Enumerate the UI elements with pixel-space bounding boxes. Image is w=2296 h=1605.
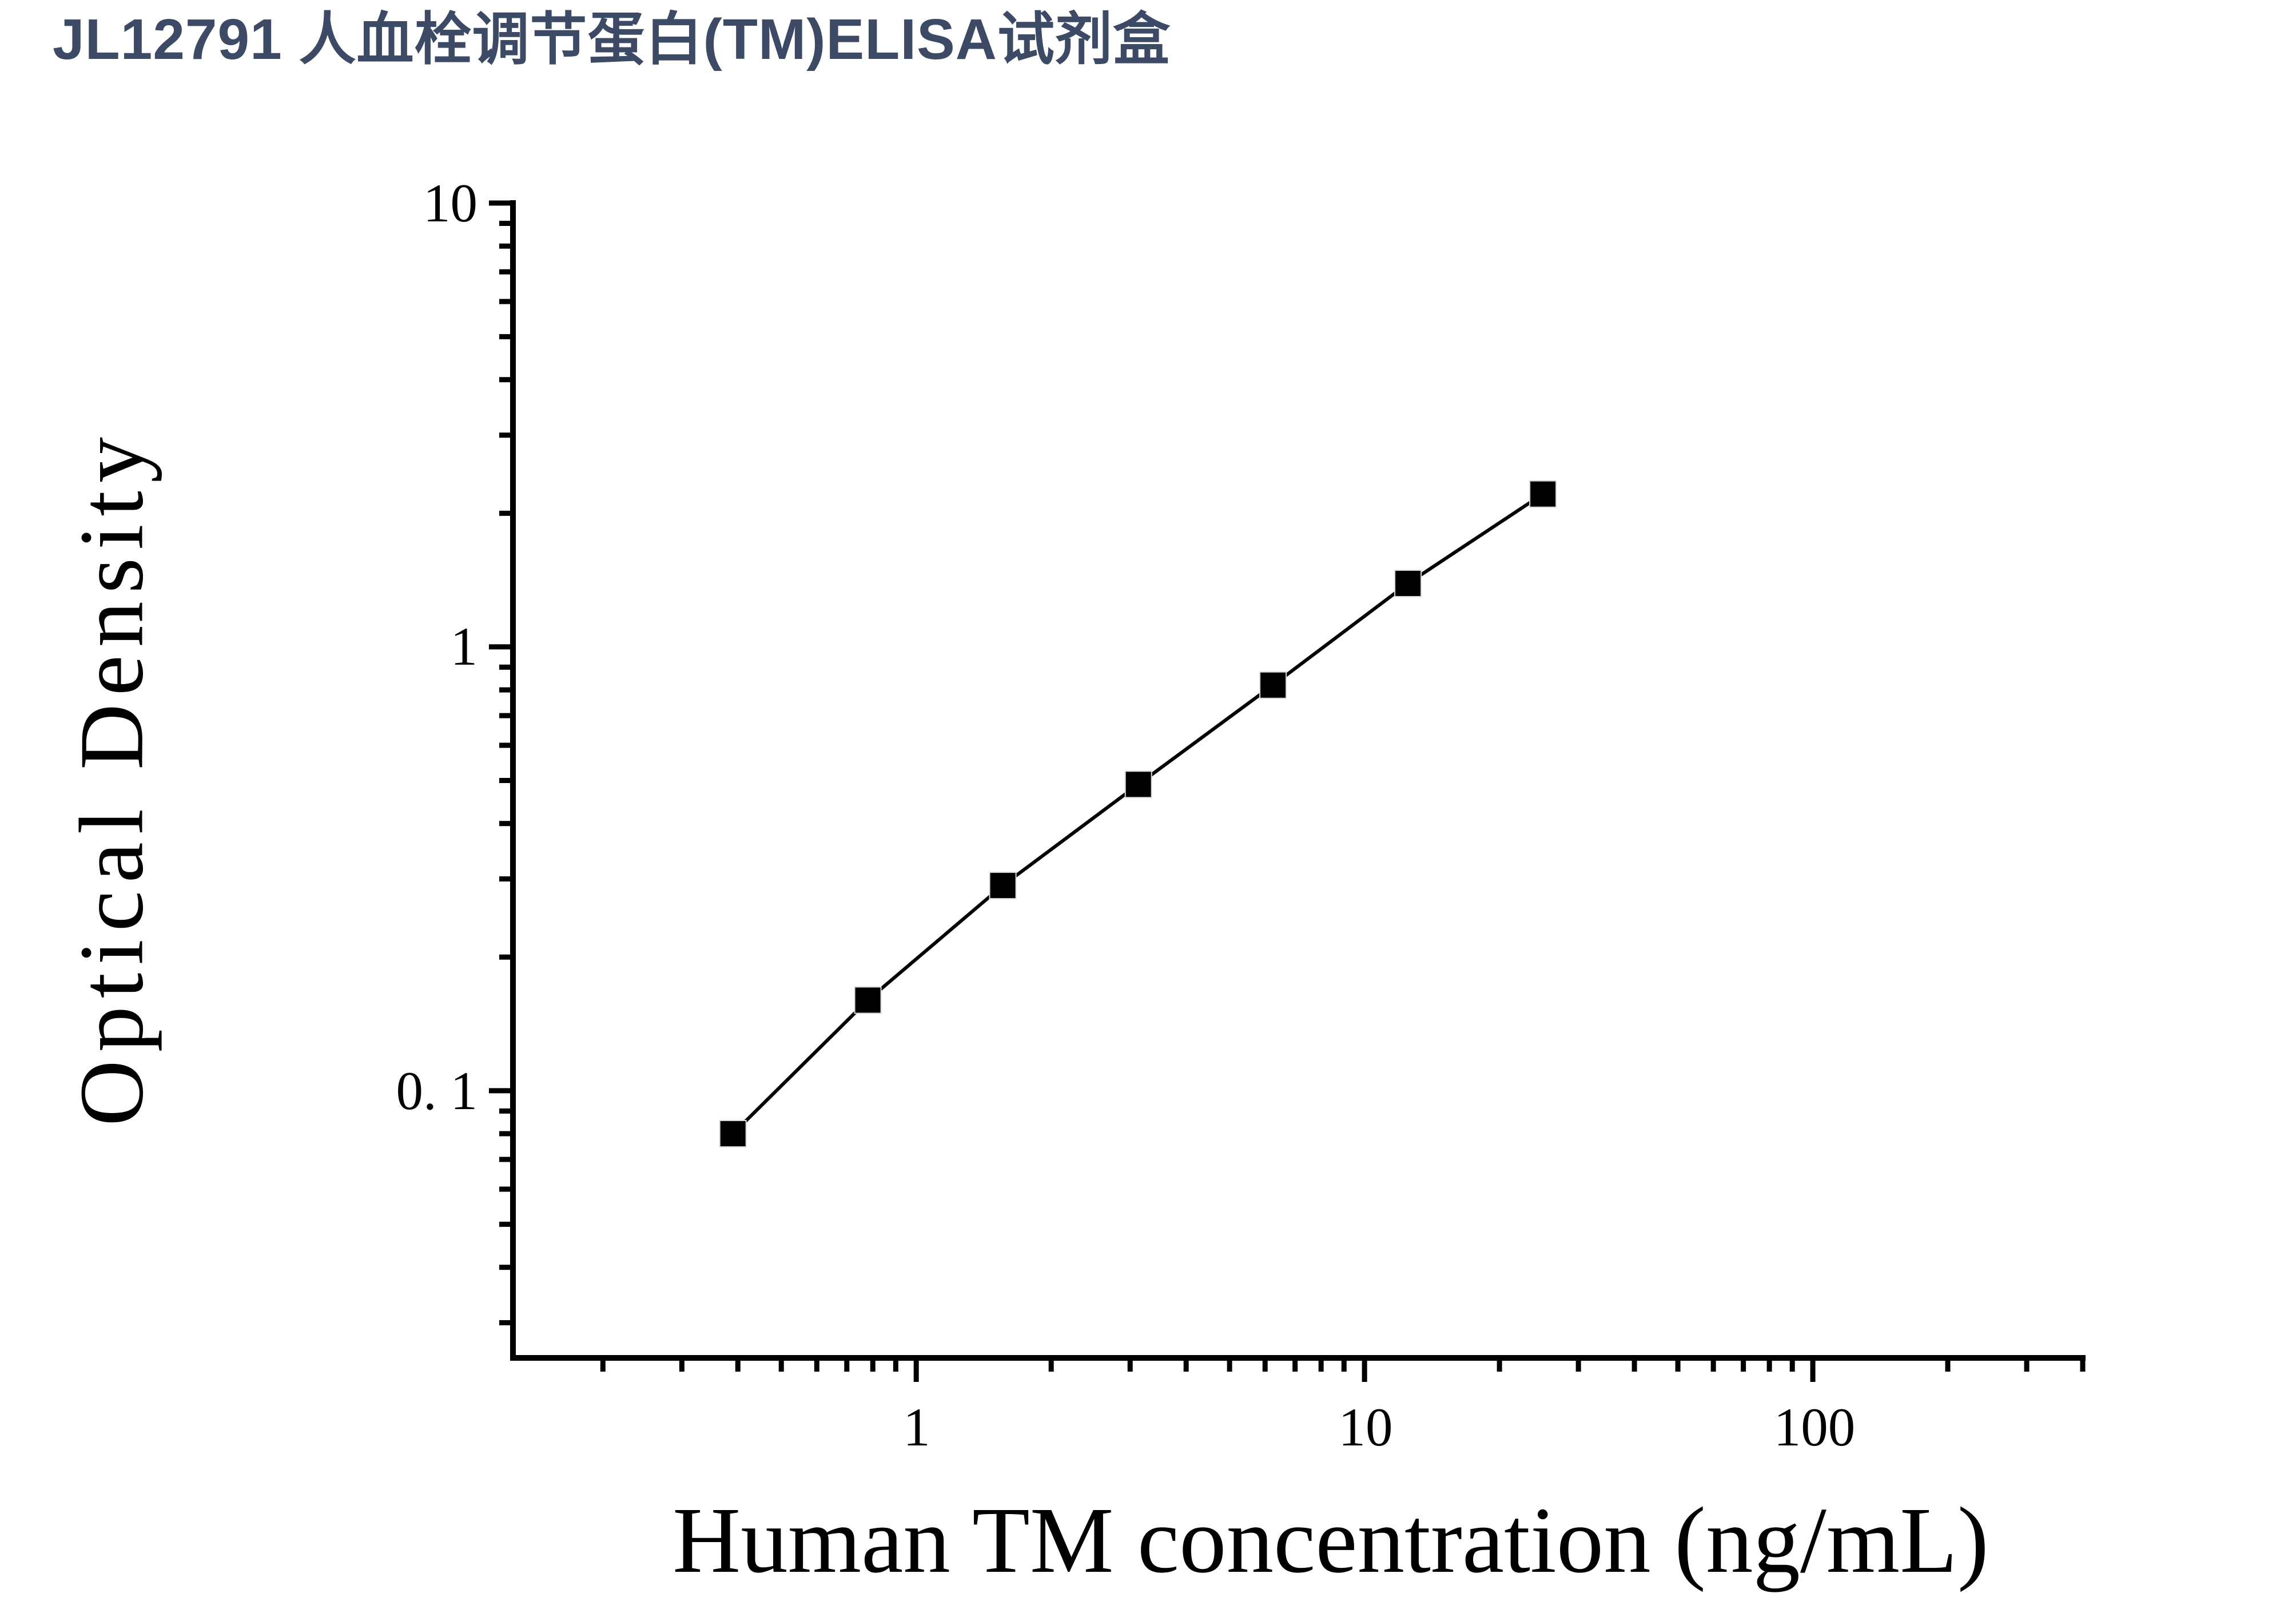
x-axis-label: Human TM concentration (ng/mL): [673, 1488, 1989, 1592]
x-tick-label-1: 1: [903, 1397, 930, 1457]
x-tick-label-100: 100: [1773, 1397, 1856, 1457]
data-point-marker: [989, 872, 1017, 900]
x-tick-label-10: 10: [1338, 1397, 1393, 1457]
data-point-marker: [1394, 570, 1422, 597]
y-axis-label: Optical Density: [60, 429, 162, 1126]
axis-lines: [510, 200, 2086, 1361]
y-tick-label-1: 1: [450, 616, 478, 677]
data-point-marker: [719, 1120, 747, 1147]
data-point-marker: [1529, 480, 1557, 508]
data-point-marker: [1124, 770, 1152, 798]
y-tick-label-10: 10: [423, 173, 477, 233]
y-tick-label-0.1: 0. 1: [396, 1060, 478, 1121]
page-title: JL12791 人血栓调节蛋白(TM)ELISA试剂盒: [53, 7, 1171, 71]
data-point-marker: [854, 986, 882, 1014]
data-point-marker: [1259, 671, 1287, 699]
